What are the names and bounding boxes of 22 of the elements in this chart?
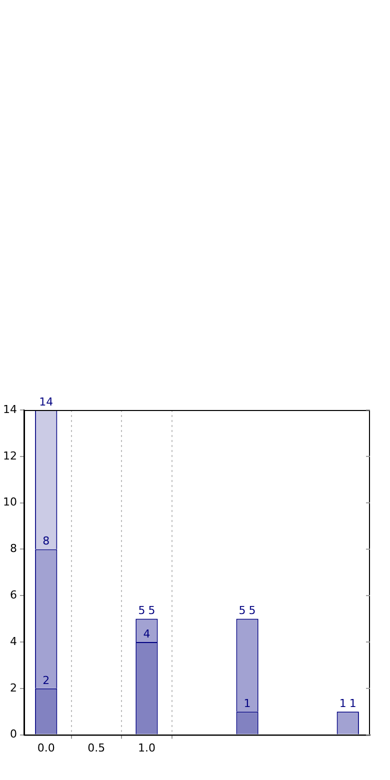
y-tick-label: 4 [10, 634, 17, 648]
annotation: 14 [39, 395, 54, 408]
annotation: 1 [339, 696, 346, 710]
annotation: 5 [238, 604, 246, 618]
y-tick-label: 10 [2, 496, 17, 509]
y-tick-label: 12 [2, 449, 17, 462]
annotation: 1 [349, 696, 356, 710]
y-tick-label: 8 [10, 542, 17, 556]
x-tick-label: 0.0 [37, 741, 55, 754]
y-tick-label: 14 [2, 402, 17, 416]
y-tick-label: 6 [10, 588, 17, 602]
annotation: 8 [42, 534, 50, 548]
x-tick-label: 1.0 [138, 741, 156, 754]
annotation: 4 [143, 627, 150, 640]
annotation: 1 [244, 696, 251, 710]
x-tick-label: 0.5 [88, 741, 106, 754]
y-tick-label: 2 [10, 681, 17, 694]
annotation: 2 [42, 674, 50, 687]
annotation: 5 [138, 604, 146, 618]
annotation: 5 [148, 604, 156, 618]
y-tick-label: 0 [10, 728, 17, 741]
annotation: 5 [248, 604, 256, 618]
